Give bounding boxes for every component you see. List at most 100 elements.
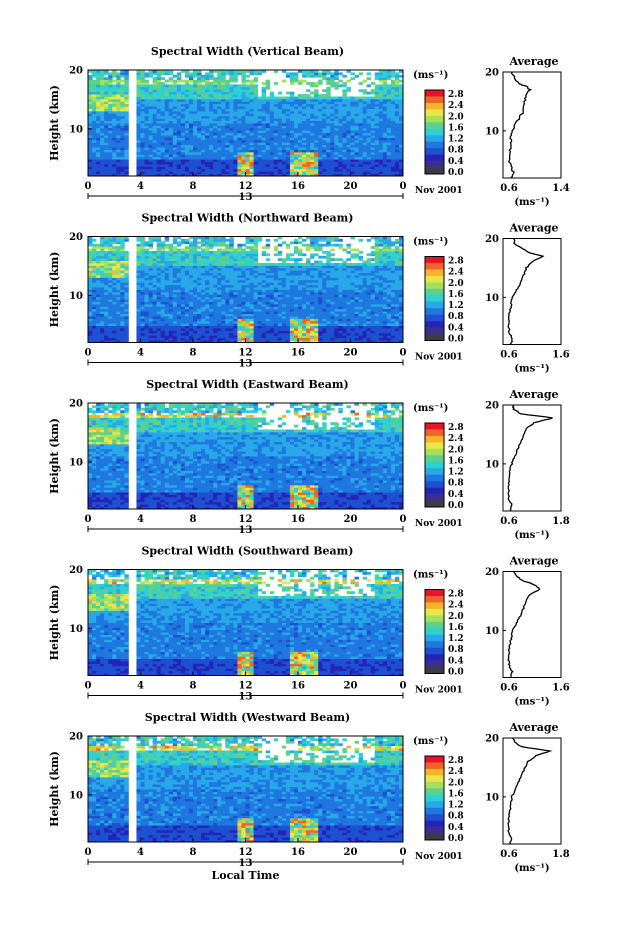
heatmap-cell [367, 292, 371, 295]
heatmap-cell [383, 309, 387, 312]
heatmap-cell [383, 130, 387, 133]
heatmap-cell [149, 123, 153, 126]
heatmap-cell [209, 140, 213, 143]
heatmap-cell [351, 290, 355, 293]
heatmap-cell [282, 140, 286, 143]
heatmap-cell [161, 287, 165, 290]
heatmap-cell [371, 97, 375, 100]
heatmap-cell [383, 72, 387, 75]
heatmap-cell [225, 169, 229, 172]
heatmap-cell [92, 80, 96, 83]
heatmap-cell [185, 166, 189, 169]
heatmap-cell [306, 99, 310, 102]
heatmap-cell [209, 89, 213, 92]
heatmap-cell [116, 292, 120, 295]
heatmap-cell [124, 326, 128, 329]
heatmap-cell [246, 157, 250, 160]
heatmap-cell [92, 290, 96, 293]
heatmap-cell [391, 290, 395, 293]
heatmap-cell [225, 159, 229, 162]
heatmap-cell [197, 304, 201, 307]
heatmap-cell [173, 297, 177, 300]
heatmap-cell [342, 113, 346, 116]
heatmap-cell [136, 154, 140, 157]
heatmap-cell [371, 130, 375, 133]
heatmap-cell [181, 314, 185, 317]
heatmap-cell [379, 326, 383, 329]
heatmap-cell [363, 323, 367, 326]
heatmap-cell [306, 159, 310, 162]
heatmap-cell [330, 118, 334, 121]
heatmap-cell [88, 287, 92, 290]
heatmap-cell [189, 128, 193, 131]
heatmap-cell [88, 171, 92, 174]
heatmap-cell [136, 285, 140, 288]
heatmap-cell [193, 314, 197, 317]
heatmap-cell [165, 121, 169, 124]
heatmap-cell [161, 109, 165, 112]
heatmap-cell [387, 106, 391, 109]
heatmap-cell [290, 309, 294, 312]
heatmap-cell [197, 111, 201, 114]
heatmap-cell [124, 94, 128, 97]
heatmap-cell [205, 162, 209, 165]
heatmap-cell [306, 147, 310, 150]
heatmap-cell [213, 101, 217, 104]
heatmap-cell [334, 335, 338, 338]
heatmap-cell [181, 297, 185, 300]
heatmap-cell [270, 302, 274, 305]
heatmap-cell [233, 125, 237, 128]
heatmap-cell [209, 292, 213, 295]
heatmap-cell [209, 121, 213, 124]
heatmap-cell [274, 316, 278, 319]
heatmap-cell [165, 111, 169, 114]
heatmap-cell [342, 321, 346, 324]
heatmap-cell [254, 150, 258, 153]
heatmap-cell [342, 125, 346, 128]
heatmap-cell [334, 97, 338, 100]
heatmap-cell [108, 140, 112, 143]
heatmap-cell [346, 294, 350, 297]
heatmap-cell [225, 287, 229, 290]
heatmap-cell [96, 75, 100, 78]
heatmap-cell [262, 133, 266, 136]
heatmap-cell [363, 162, 367, 165]
heatmap-cell [92, 282, 96, 285]
heatmap-cell [367, 335, 371, 338]
heatmap-cell [298, 333, 302, 336]
heatmap-cell [379, 133, 383, 136]
heatmap-cell [346, 130, 350, 133]
heatmap-cell [205, 294, 209, 297]
heatmap-cell [225, 113, 229, 116]
heatmap-cell [237, 133, 241, 136]
heatmap-cell [290, 162, 294, 165]
heatmap-cell [326, 92, 330, 95]
heatmap-cell [274, 142, 278, 145]
heatmap-cell [298, 159, 302, 162]
heatmap-cell [124, 152, 128, 155]
heatmap-cell [290, 157, 294, 160]
heatmap-cell [197, 323, 201, 326]
heatmap-cell [298, 171, 302, 174]
heatmap-cell [294, 297, 298, 300]
heatmap-cell [233, 333, 237, 336]
heatmap-cell [120, 84, 124, 87]
heatmap-cell [258, 311, 262, 314]
heatmap-cell [258, 306, 262, 309]
heatmap-cell [124, 297, 128, 300]
heatmap-cell [205, 97, 209, 100]
heatmap-cell [197, 99, 201, 102]
heatmap-cell [120, 128, 124, 131]
heatmap-cell [278, 109, 282, 112]
heatmap-cell [157, 101, 161, 104]
heatmap-cell [294, 140, 298, 143]
heatmap-cell [262, 118, 266, 121]
heatmap-cell [383, 328, 387, 331]
heatmap-cell [379, 157, 383, 160]
heatmap-cell [225, 292, 229, 295]
heatmap-cell [250, 72, 254, 75]
heatmap-cell [262, 294, 266, 297]
heatmap-cell [355, 125, 359, 128]
heatmap-cell [193, 154, 197, 157]
colorbar-segment [425, 155, 444, 162]
